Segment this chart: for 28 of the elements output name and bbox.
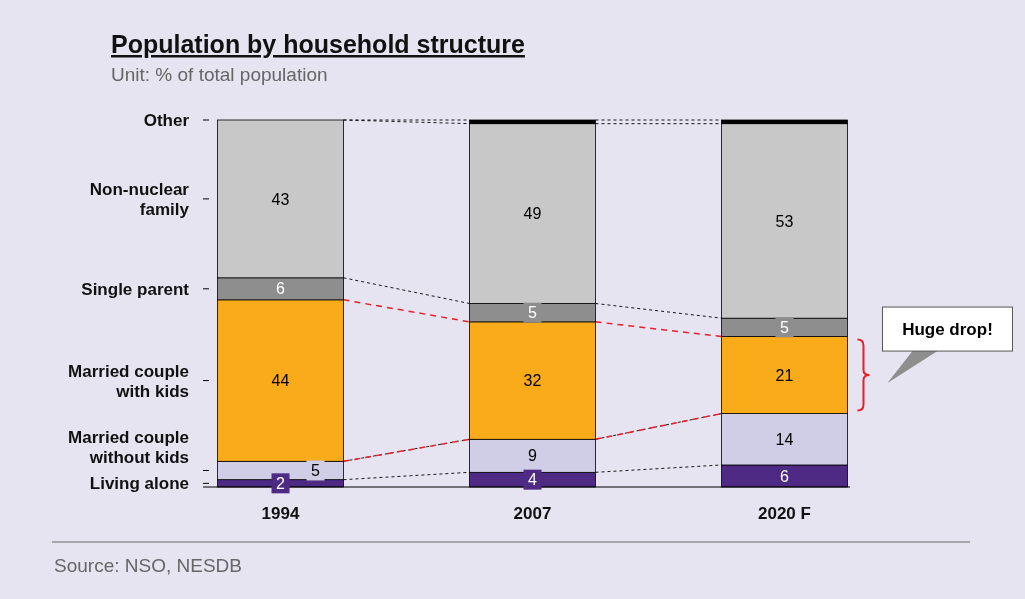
legend-label: Other — [143, 110, 190, 130]
data-label: 5 — [311, 462, 321, 480]
text: Huge drop! — [902, 320, 993, 340]
chart-title: Population by household structure — [111, 30, 525, 58]
legend-label: Single parent — [81, 279, 190, 299]
legend-label: Married couple with kids — [68, 362, 189, 401]
data-label: 14 — [775, 430, 794, 448]
data-label: 21 — [775, 366, 794, 384]
series-label: Married couple without kids — [68, 427, 189, 467]
legend-label: Living alone — [89, 473, 189, 493]
data-label: 5 — [528, 304, 538, 322]
data-label: 49 — [523, 205, 542, 223]
legend-label: Non-nuclear family — [89, 180, 190, 219]
data-label: 53 — [775, 212, 794, 230]
data-label: 9 — [528, 447, 538, 465]
data-label: 44 — [271, 372, 290, 390]
chart-subtitle: Unit: % of total population — [111, 64, 328, 85]
x-tick-label: 1994 — [261, 504, 300, 523]
data-label: 6 — [780, 467, 790, 485]
data-label: 4 — [528, 471, 538, 489]
source-note: Source: NSO, NESDB — [54, 555, 242, 576]
data-label: 2 — [276, 474, 286, 492]
data-label: 43 — [271, 190, 290, 208]
x-tick-label: 2020 F — [758, 504, 811, 523]
data-label: 32 — [523, 372, 542, 390]
x-tick-label: 2007 — [513, 504, 552, 523]
data-label: 5 — [780, 318, 790, 336]
data-label: 6 — [276, 280, 286, 298]
